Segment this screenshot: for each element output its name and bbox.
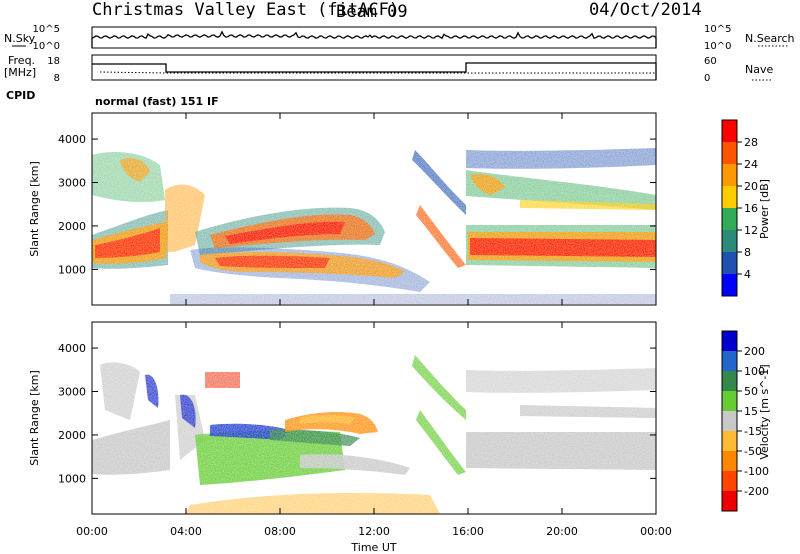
colorbar-tick-label: -50 xyxy=(744,445,762,458)
velocity-y-ticks: 4000 3000 2000 1000 xyxy=(58,342,656,485)
colorbar-tick-label: 50 xyxy=(744,385,758,398)
y-tick-label: 3000 xyxy=(58,177,86,190)
date-label: 04/Oct/2014 xyxy=(589,0,702,20)
y-tick-label: 2000 xyxy=(58,220,86,233)
y-tick-label: 2000 xyxy=(58,429,86,442)
x-tick-label: 16:00 xyxy=(452,525,484,538)
nsearch-tick-low: 10^0 xyxy=(704,41,731,52)
nsky-panel: 10^5 10^0 10^5 10^0 N.Sky N.Search xyxy=(4,24,795,52)
x-tick-label: 08:00 xyxy=(264,525,296,538)
colorbar-swatch xyxy=(722,471,737,492)
colorbar-tick-label: 12 xyxy=(744,224,758,237)
colorbar-swatch xyxy=(722,142,737,165)
x-axis-label: Time UT xyxy=(350,541,396,554)
colorbar-frame xyxy=(721,330,738,512)
nsearch-label: N.Search xyxy=(745,32,795,45)
power-y-ticks: 4000 3000 2000 1000 xyxy=(58,133,656,276)
freq-label-2: [MHz] xyxy=(4,66,36,79)
plot-title: Christmas Valley East (fitACF) xyxy=(92,0,399,20)
colorbar-swatch xyxy=(722,331,737,352)
y-tick-label: 4000 xyxy=(58,133,86,146)
nsky-label: N.Sky xyxy=(4,32,36,45)
power-ylabel: Slant Range [km] xyxy=(28,161,41,257)
power-colorbar-label: Power [dB] xyxy=(758,179,771,239)
nsky-tick-high: 10^5 xyxy=(33,24,60,35)
y-tick-label: 4000 xyxy=(58,342,86,355)
colorbar-swatch xyxy=(722,431,737,452)
power-colorbar: 28 24 20 16 12 8 4 xyxy=(721,119,758,297)
colorbar-swatch xyxy=(722,451,737,472)
freq-tick-high: 18 xyxy=(47,56,60,67)
x-tick-label: 20:00 xyxy=(546,525,578,538)
nave-tick-high: 60 xyxy=(704,56,717,67)
colorbar-swatch xyxy=(722,164,737,187)
nsky-tick-low: 10^0 xyxy=(33,41,60,52)
colorbar-swatch xyxy=(722,391,737,412)
velocity-colorbar: 200 100 50 15 -15 -50 -100 -200 xyxy=(721,330,769,512)
colorbar-swatch xyxy=(722,351,737,372)
colorbar-tick-label: 24 xyxy=(744,158,758,171)
nave-tick-low: 0 xyxy=(704,73,710,84)
colorbar-swatch xyxy=(722,274,737,297)
colorbar-swatch xyxy=(722,208,737,231)
velocity-ylabel: Slant Range [km] xyxy=(28,370,41,466)
freq-panel: 18 8 60 0 Freq. [MHz] Nave xyxy=(4,54,773,84)
x-tick-label: 04:00 xyxy=(170,525,202,538)
colorbar-tick-label: 200 xyxy=(744,345,765,358)
y-tick-label: 1000 xyxy=(58,263,86,276)
colorbar-tick-label: 28 xyxy=(744,136,758,149)
colorbar-swatch xyxy=(722,186,737,209)
nsky-line xyxy=(91,30,657,48)
colorbar-tick-label: 4 xyxy=(744,268,751,281)
x-tick-label: 00:00 xyxy=(76,525,108,538)
freq-tick-low: 8 xyxy=(54,73,60,84)
colorbar-tick-label: -100 xyxy=(744,465,769,478)
colorbar-swatch xyxy=(722,411,737,432)
cpid-value: normal (fast) 151 IF xyxy=(95,95,219,108)
freq-line xyxy=(92,62,657,80)
velocity-colorbar-label: Velocity [m s^-1] xyxy=(758,364,771,459)
beam-label: Beam 09 xyxy=(336,2,408,22)
colorbar-tick-label: 15 xyxy=(744,405,758,418)
colorbar-tick-label: 16 xyxy=(744,202,758,215)
colorbar-tick-label: -200 xyxy=(744,485,769,498)
freq-label-1: Freq. xyxy=(8,54,35,67)
cpid-label: CPID xyxy=(6,89,35,102)
colorbar-swatch xyxy=(722,120,737,143)
power-echoes xyxy=(92,113,656,305)
colorbar-swatch xyxy=(722,230,737,253)
x-axis-ticks: 00:00 04:00 08:00 12:00 16:00 20:00 00:00 xyxy=(76,113,672,538)
nave-label: Nave xyxy=(745,63,773,76)
velocity-panel: 4000 3000 2000 1000 00:00 04:00 08:00 12:00 16:… xyxy=(28,113,672,554)
colorbar-tick-label: -15 xyxy=(744,425,762,438)
x-tick-label: 12:00 xyxy=(358,525,390,538)
power-panel: 4000 3000 2000 1000 Slant Range [km] xyxy=(28,112,657,306)
colorbar-tick-label: 20 xyxy=(744,180,758,193)
nsearch-tick-high: 10^5 xyxy=(704,24,731,35)
colorbar-swatch xyxy=(722,252,737,275)
colorbar-swatch xyxy=(722,491,737,512)
y-tick-label: 1000 xyxy=(58,472,86,485)
colorbar-tick-label: 8 xyxy=(744,246,751,259)
y-tick-label: 3000 xyxy=(58,386,86,399)
colorbar-swatch xyxy=(722,371,737,392)
colorbar-tick-label: 100 xyxy=(744,365,765,378)
x-tick-label: 00:00 xyxy=(640,525,672,538)
velocity-echoes xyxy=(92,322,656,514)
